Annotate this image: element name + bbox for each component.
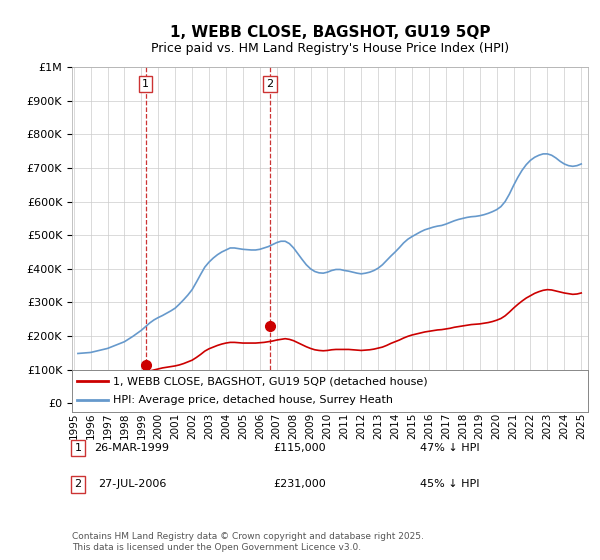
Text: 26-MAR-1999: 26-MAR-1999 — [95, 443, 170, 453]
Text: 47% ↓ HPI: 47% ↓ HPI — [420, 443, 480, 453]
Text: 2: 2 — [74, 479, 82, 489]
Text: 1: 1 — [74, 443, 82, 453]
Text: £231,000: £231,000 — [274, 479, 326, 489]
Text: 2: 2 — [266, 79, 273, 89]
Text: Price paid vs. HM Land Registry's House Price Index (HPI): Price paid vs. HM Land Registry's House … — [151, 42, 509, 55]
Text: £115,000: £115,000 — [274, 443, 326, 453]
Text: 1: 1 — [142, 79, 149, 89]
Text: 1, WEBB CLOSE, BAGSHOT, GU19 5QP: 1, WEBB CLOSE, BAGSHOT, GU19 5QP — [170, 25, 490, 40]
Text: 27-JUL-2006: 27-JUL-2006 — [98, 479, 166, 489]
Text: Contains HM Land Registry data © Crown copyright and database right 2025.
This d: Contains HM Land Registry data © Crown c… — [72, 532, 424, 552]
Text: 1, WEBB CLOSE, BAGSHOT, GU19 5QP (detached house): 1, WEBB CLOSE, BAGSHOT, GU19 5QP (detach… — [113, 376, 428, 386]
Text: 45% ↓ HPI: 45% ↓ HPI — [420, 479, 480, 489]
Text: HPI: Average price, detached house, Surrey Heath: HPI: Average price, detached house, Surr… — [113, 395, 393, 405]
